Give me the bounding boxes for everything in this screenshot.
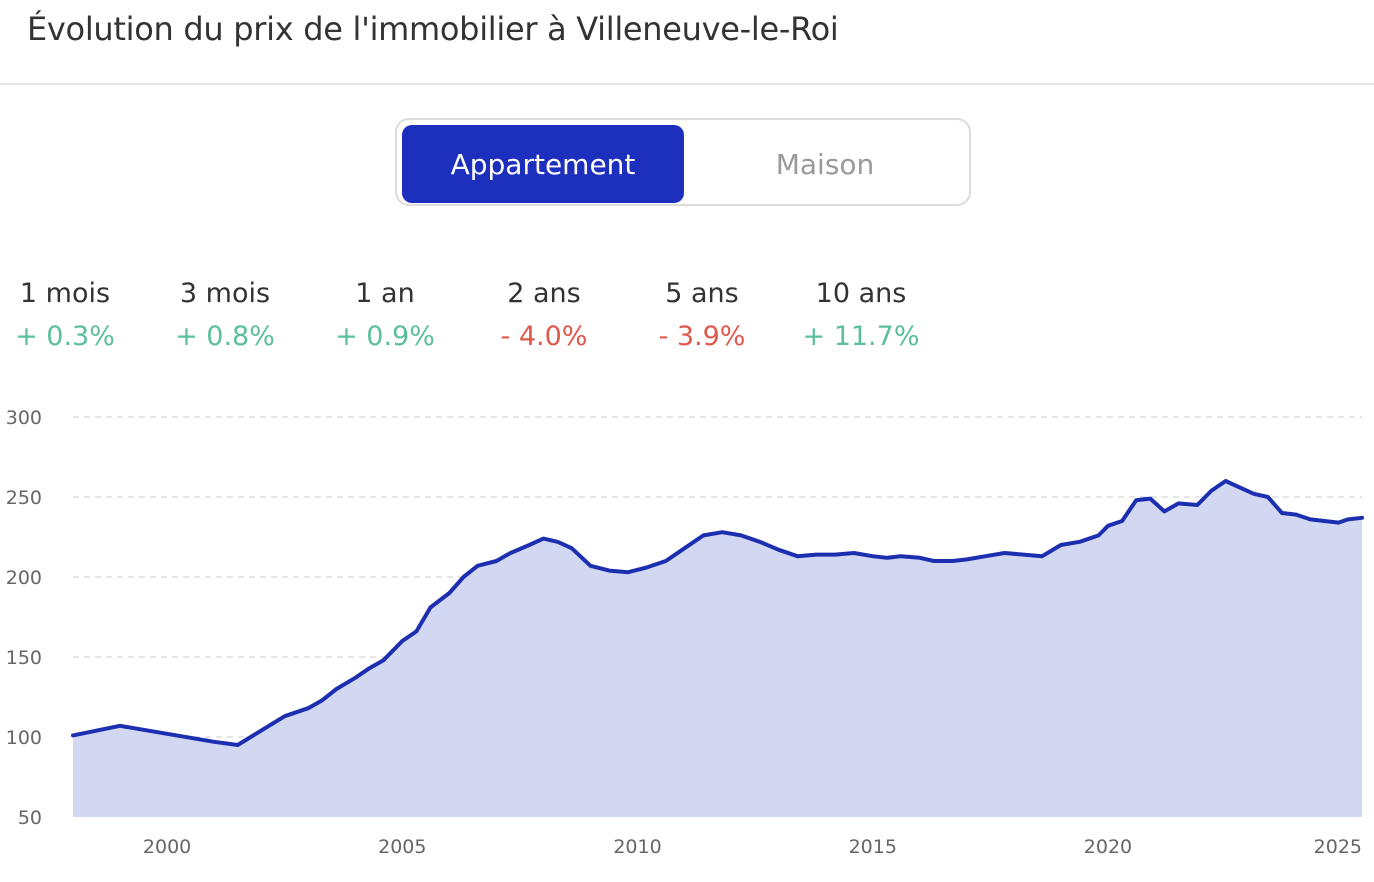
y-tick-label: 100 — [6, 727, 42, 749]
stat-value: + 0.8% — [175, 321, 275, 352]
stat-value: - 3.9% — [658, 321, 746, 352]
stat-label: 10 ans — [815, 278, 907, 309]
stat-3-mois: 3 mois + 0.8% — [140, 278, 310, 352]
stat-label: 3 mois — [179, 278, 271, 309]
y-tick-label: 50 — [18, 807, 42, 829]
stat-label: 5 ans — [665, 278, 739, 309]
x-tick-label: 2000 — [143, 836, 191, 858]
stat-2-ans: 2 ans - 4.0% — [459, 278, 629, 352]
x-tick-label: 2010 — [613, 836, 661, 858]
price-line — [71, 479, 1364, 747]
x-tick-label: 2020 — [1084, 836, 1132, 858]
stat-value: + 0.3% — [15, 321, 115, 352]
toggle-maison-button[interactable]: Maison — [775, 147, 875, 181]
stat-value: + 11.7% — [802, 321, 920, 352]
y-tick-label: 250 — [6, 487, 42, 509]
x-tick-label: 2025 — [1314, 836, 1362, 858]
x-tick-label: 2015 — [849, 836, 897, 858]
y-axis: 50 100 150 200 250 300 — [6, 407, 42, 829]
x-axis: 2000 2005 2010 2015 2020 2025 — [143, 836, 1362, 858]
x-tick-label: 2005 — [378, 836, 426, 858]
stat-label: 2 ans — [507, 278, 581, 309]
stat-value: - 4.0% — [500, 321, 588, 352]
stat-1-mois: 1 mois + 0.3% — [0, 278, 150, 352]
header-divider — [0, 83, 1374, 85]
price-change-stats: 1 mois + 0.3% 3 mois + 0.8% 1 an + 0.9% … — [0, 278, 1374, 368]
stat-5-ans: 5 ans - 3.9% — [617, 278, 787, 352]
stat-label: 1 an — [355, 278, 415, 309]
y-tick-label: 300 — [6, 407, 42, 429]
page-title: Évolution du prix de l'immobilier à Vill… — [27, 10, 839, 48]
stat-10-ans: 10 ans + 11.7% — [776, 278, 946, 352]
stat-1-an: 1 an + 0.9% — [300, 278, 470, 352]
y-tick-label: 200 — [6, 567, 42, 589]
property-type-toggle: Appartement Maison — [395, 118, 971, 206]
price-area — [73, 481, 1362, 817]
y-tick-label: 150 — [6, 647, 42, 669]
stat-value: + 0.9% — [335, 321, 435, 352]
stat-label: 1 mois — [19, 278, 111, 309]
toggle-appartement-button[interactable]: Appartement — [402, 125, 684, 203]
